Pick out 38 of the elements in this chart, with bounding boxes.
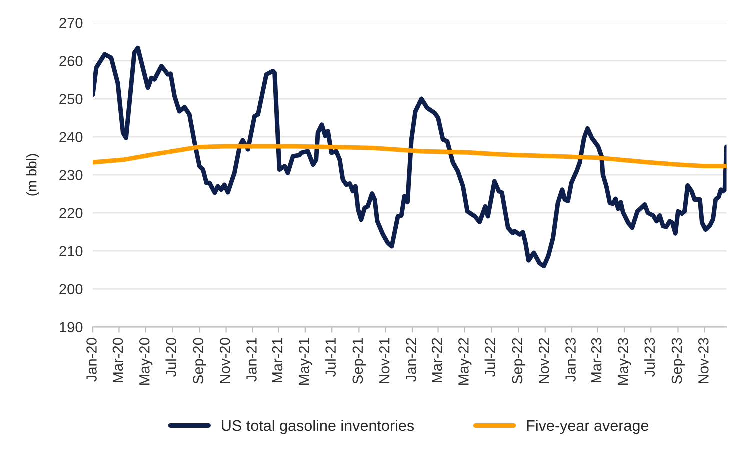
x-tick-label: Jan-20 (86, 338, 97, 382)
legend-label: Five-year average (527, 420, 649, 434)
y-tick-label: 220 (60, 208, 83, 219)
x-tick-label: Sep-20 (193, 338, 206, 384)
x-tick-label: Sep-22 (512, 338, 526, 384)
y-tick-label: 210 (60, 246, 83, 257)
x-tick-label: Jul-21 (325, 338, 336, 378)
x-tick-label: Nov-21 (379, 338, 390, 384)
y-tick-label: 240 (60, 132, 83, 142)
x-tick-label: Mar-21 (272, 338, 283, 383)
x-tick-label: Mar-20 (112, 338, 124, 383)
x-tick-label: Jul-20 (166, 338, 176, 378)
x-tick-label: Sep-23 (672, 338, 686, 384)
y-tick-label: 250 (60, 94, 83, 104)
x-tick-label: May-22 (458, 338, 472, 385)
x-tick-label: Jul-22 (484, 338, 496, 378)
x-tick-label: Jan-21 (246, 338, 257, 382)
y-tick-label: 190 (60, 322, 83, 333)
y-tick-label: 260 (60, 56, 83, 66)
x-tick-label: Jan-22 (406, 338, 416, 382)
x-tick-label: Nov-22 (538, 338, 550, 384)
x-tick-label: Mar-22 (432, 338, 442, 383)
y-tick-label: 230 (60, 170, 83, 180)
line-series (93, 46, 727, 269)
x-tick-label: Nov-23 (698, 338, 709, 384)
x-tick-label: Jul-23 (644, 338, 656, 378)
x-tick-label: May-23 (618, 338, 632, 385)
x-tick-label: Jan-23 (566, 338, 576, 382)
x-tick-label: Sep-21 (352, 338, 366, 384)
x-tick-label: May-21 (299, 338, 312, 385)
x-tick-label: Mar-23 (591, 338, 602, 383)
y-axis-title: (m bbl) (26, 154, 40, 196)
line-series (93, 144, 727, 169)
y-tick-label: 270 (60, 18, 83, 28)
x-tick-label: Nov-20 (220, 338, 230, 384)
x-tick-label: May-20 (139, 338, 153, 385)
legend-label: US total gasoline inventories (222, 420, 414, 434)
y-tick-label: 200 (60, 284, 83, 295)
